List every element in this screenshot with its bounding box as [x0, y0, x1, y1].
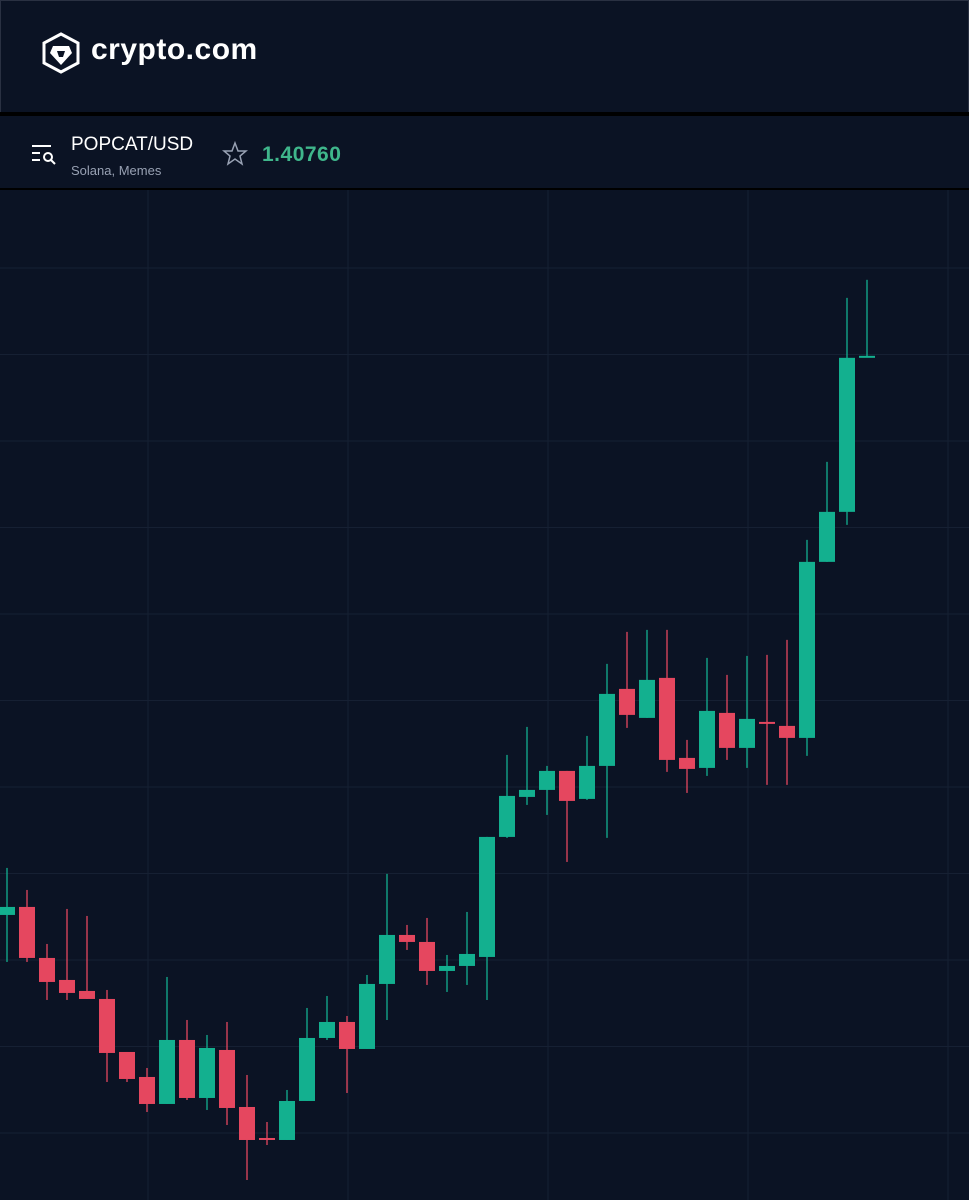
candle-body	[579, 765, 595, 799]
candle-body	[699, 710, 715, 768]
candle-body	[459, 953, 475, 966]
pair[interactable]: POPCAT/USD	[71, 134, 194, 155]
candlestick-chart	[0, 190, 969, 1200]
candle-body	[59, 979, 75, 993]
ticker-bar: POPCAT/USD Solana, Memes 1.40760	[0, 116, 969, 190]
candle-body	[379, 934, 395, 984]
candle-body	[259, 1137, 275, 1140]
candle-body	[179, 1039, 195, 1098]
tags: Solana, Memes	[71, 163, 162, 178]
candle-body	[759, 721, 775, 724]
candle-body	[359, 983, 375, 1049]
candle-body	[159, 1039, 175, 1104]
candle-body	[119, 1051, 135, 1079]
favorite-star[interactable]	[222, 141, 248, 167]
candle-body	[319, 1021, 335, 1038]
candle-body	[199, 1047, 215, 1098]
candle-body	[419, 941, 435, 971]
candle-body	[99, 998, 115, 1053]
candle-body	[819, 511, 835, 562]
separator	[0, 112, 969, 116]
candle-body	[679, 757, 695, 769]
candle-body	[0, 906, 15, 915]
top-bar: crypto.com	[0, 0, 969, 113]
candle-body	[839, 357, 855, 512]
candle-body	[599, 693, 615, 766]
candle-body	[239, 1106, 255, 1140]
price: 1.40760	[262, 143, 342, 166]
candle-body	[479, 836, 495, 957]
candle-body	[439, 965, 455, 971]
candle-body	[799, 561, 815, 738]
candle-body	[219, 1049, 235, 1108]
candle-body	[279, 1100, 295, 1140]
candle-body	[519, 789, 535, 797]
candle-body	[619, 688, 635, 715]
candle-body	[559, 770, 575, 801]
candle-body	[719, 712, 735, 748]
candle-body	[299, 1037, 315, 1101]
candle-body	[19, 906, 35, 958]
candle-body	[779, 725, 795, 738]
candle-body	[859, 355, 875, 358]
candle-body	[339, 1021, 355, 1049]
candle-body	[139, 1076, 155, 1104]
search-menu-icon[interactable]	[31, 143, 57, 165]
logo-icon[interactable]	[41, 32, 81, 74]
candle-body	[39, 957, 55, 982]
candle-body	[539, 770, 555, 790]
candle-body	[399, 934, 415, 942]
candle-body	[79, 990, 95, 999]
candle-body	[639, 679, 655, 718]
candle-body	[739, 718, 755, 748]
brand[interactable]: crypto.com	[91, 33, 258, 66]
candle-body	[659, 677, 675, 760]
candle-body	[499, 795, 515, 837]
